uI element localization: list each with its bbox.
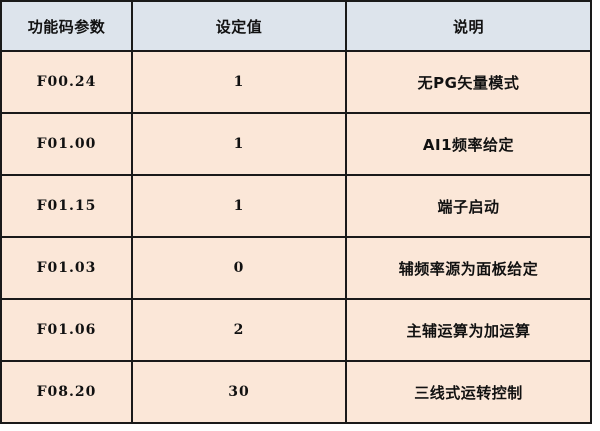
table-header: 功能码参数 设定值 说明 (0, 0, 592, 52)
cell-function-code: F00.24 (0, 50, 133, 114)
column-header-description: 说明 (345, 0, 592, 52)
cell-set-value: 30 (131, 360, 347, 424)
column-header-function-code: 功能码参数 (0, 0, 133, 52)
table-row: F01.03 0 辅频率源为面板给定 (0, 236, 592, 300)
cell-description: AI1频率给定 (345, 112, 592, 176)
cell-description: 辅频率源为面板给定 (345, 236, 592, 300)
parameter-table-container: 功能码参数 设定值 说明 F00.24 1 无PG矢量模式 F01.00 1 A… (0, 0, 592, 424)
cell-description: 端子启动 (345, 174, 592, 238)
cell-function-code: F01.15 (0, 174, 133, 238)
cell-description: 无PG矢量模式 (345, 50, 592, 114)
cell-function-code: F01.00 (0, 112, 133, 176)
table-header-row: 功能码参数 设定值 说明 (0, 0, 592, 52)
cell-set-value: 0 (131, 236, 347, 300)
cell-description: 主辅运算为加运算 (345, 298, 592, 362)
table-row: F08.20 30 三线式运转控制 (0, 360, 592, 424)
cell-description: 三线式运转控制 (345, 360, 592, 424)
table-row: F01.15 1 端子启动 (0, 174, 592, 238)
cell-function-code: F08.20 (0, 360, 133, 424)
cell-set-value: 1 (131, 50, 347, 114)
cell-function-code: F01.06 (0, 298, 133, 362)
table-row: F01.06 2 主辅运算为加运算 (0, 298, 592, 362)
table-row: F00.24 1 无PG矢量模式 (0, 50, 592, 114)
cell-set-value: 2 (131, 298, 347, 362)
cell-set-value: 1 (131, 174, 347, 238)
table-row: F01.00 1 AI1频率给定 (0, 112, 592, 176)
cell-function-code: F01.03 (0, 236, 133, 300)
cell-set-value: 1 (131, 112, 347, 176)
column-header-set-value: 设定值 (131, 0, 347, 52)
parameter-table: 功能码参数 设定值 说明 F00.24 1 无PG矢量模式 F01.00 1 A… (0, 0, 592, 424)
table-body: F00.24 1 无PG矢量模式 F01.00 1 AI1频率给定 F01.15… (0, 50, 592, 424)
